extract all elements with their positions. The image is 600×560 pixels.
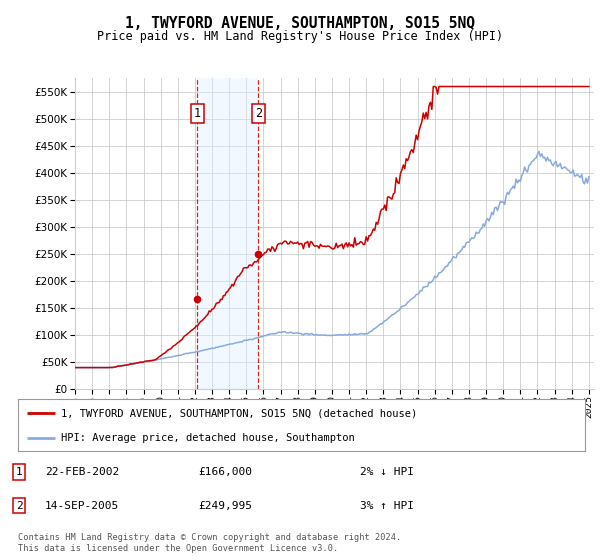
Text: 2% ↓ HPI: 2% ↓ HPI (360, 467, 414, 477)
Text: 1, TWYFORD AVENUE, SOUTHAMPTON, SO15 5NQ: 1, TWYFORD AVENUE, SOUTHAMPTON, SO15 5NQ (125, 16, 475, 31)
Text: 3% ↑ HPI: 3% ↑ HPI (360, 501, 414, 511)
Text: 1: 1 (16, 467, 23, 477)
Text: 14-SEP-2005: 14-SEP-2005 (45, 501, 119, 511)
Text: 1, TWYFORD AVENUE, SOUTHAMPTON, SO15 5NQ (detached house): 1, TWYFORD AVENUE, SOUTHAMPTON, SO15 5NQ… (61, 408, 417, 418)
Text: HPI: Average price, detached house, Southampton: HPI: Average price, detached house, Sout… (61, 433, 354, 443)
Text: £249,995: £249,995 (198, 501, 252, 511)
Text: 22-FEB-2002: 22-FEB-2002 (45, 467, 119, 477)
Text: 1: 1 (194, 107, 200, 120)
Text: 2: 2 (16, 501, 23, 511)
Text: 2: 2 (255, 107, 262, 120)
Text: Contains HM Land Registry data © Crown copyright and database right 2024.
This d: Contains HM Land Registry data © Crown c… (18, 533, 401, 553)
Text: £166,000: £166,000 (198, 467, 252, 477)
Bar (197, 78, 259, 389)
Text: Price paid vs. HM Land Registry's House Price Index (HPI): Price paid vs. HM Land Registry's House … (97, 30, 503, 43)
